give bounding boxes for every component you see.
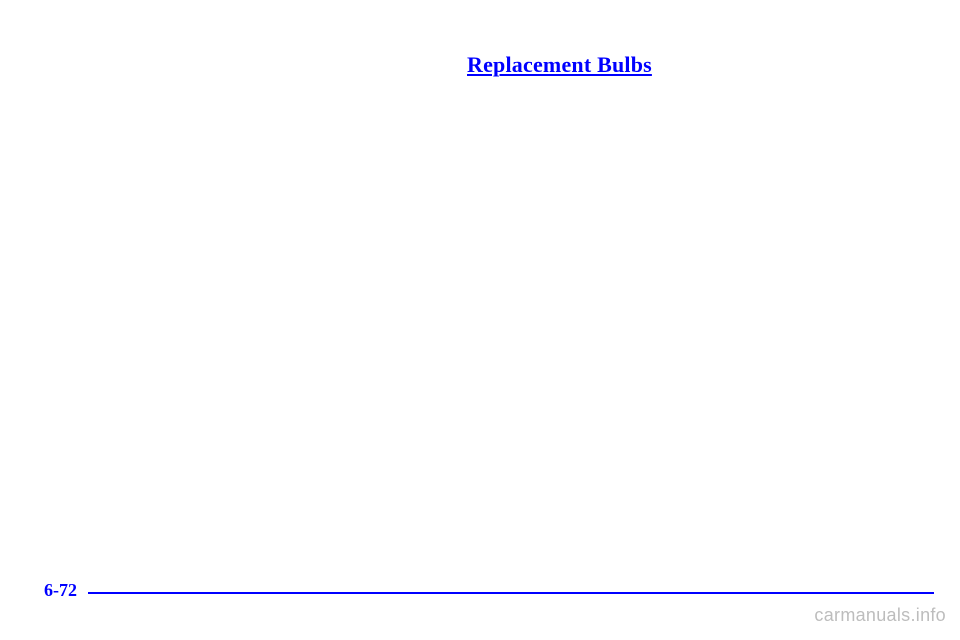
page-number: 6-72 xyxy=(44,580,77,601)
watermark-text: carmanuals.info xyxy=(814,605,946,626)
replacement-bulbs-heading-link[interactable]: Replacement Bulbs xyxy=(467,52,652,78)
footer-rule xyxy=(88,592,934,594)
manual-page: Replacement Bulbs 6-72 carmanuals.info xyxy=(0,0,960,640)
